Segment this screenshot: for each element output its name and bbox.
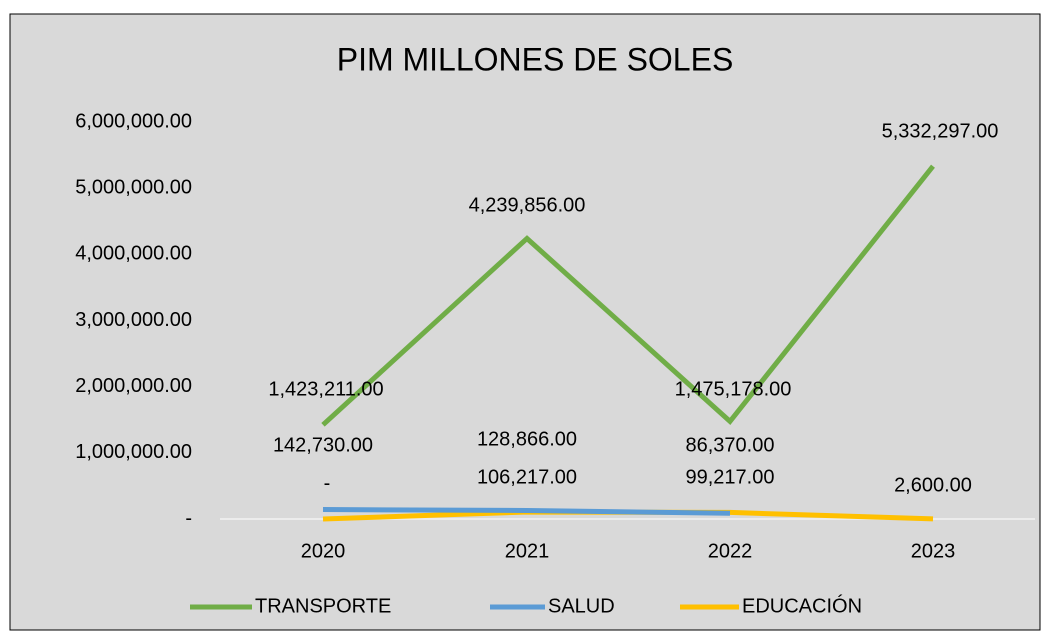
data-label: 1,475,178.00: [675, 378, 792, 400]
x-tick-label: 2020: [301, 540, 346, 562]
legend-label: SALUD: [548, 595, 615, 617]
y-tick-label: -: [185, 507, 192, 529]
data-label: 86,370.00: [686, 434, 775, 456]
series-line: [321, 164, 935, 427]
data-label: 128,866.00: [477, 428, 577, 450]
y-tick-label: 6,000,000.00: [75, 110, 192, 132]
data-label: 99,217.00: [686, 466, 775, 488]
chart-background: [9, 13, 1041, 631]
data-label: -: [324, 472, 331, 494]
data-label: 2,600.00: [894, 474, 972, 496]
y-tick-label: 3,000,000.00: [75, 309, 192, 331]
chart-title: PIM MILLONES DE SOLES: [337, 41, 734, 77]
x-tick-label: 2021: [505, 540, 550, 562]
y-tick-label: 5,000,000.00: [75, 176, 192, 198]
legend-label: TRANSPORTE: [255, 595, 391, 617]
data-label: 4,239,856.00: [469, 194, 586, 216]
series-line: [322, 507, 731, 516]
x-tick-label: 2023: [911, 540, 956, 562]
legend-label: EDUCACIÓN: [742, 594, 862, 617]
data-label: 1,423,211.00: [268, 378, 383, 400]
y-tick-label: 1,000,000.00: [75, 441, 192, 463]
data-label: 106,217.00: [477, 466, 577, 488]
y-tick-label: 4,000,000.00: [75, 243, 192, 265]
data-label: 5,332,297.00: [882, 120, 999, 142]
y-tick-label: 2,000,000.00: [75, 375, 192, 397]
x-tick-label: 2022: [708, 540, 753, 562]
data-label: 142,730.00: [273, 434, 373, 456]
